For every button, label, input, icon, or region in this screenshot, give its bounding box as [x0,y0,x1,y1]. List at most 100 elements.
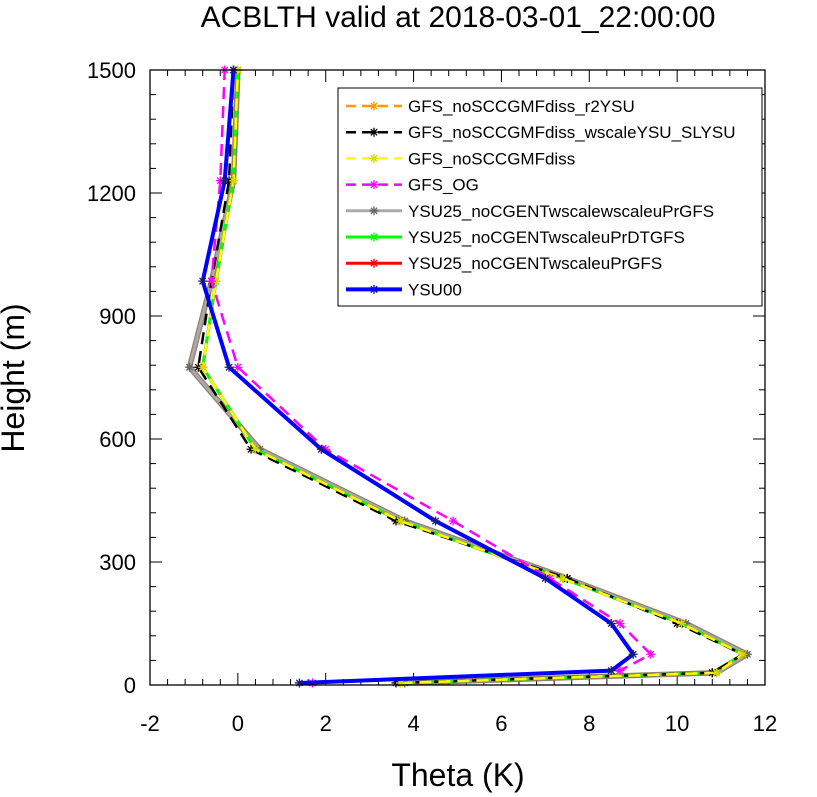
series-point-7-shape [316,444,326,454]
plot-frame [149,69,766,686]
series-point-3-shape [207,276,216,286]
series-point-2 [228,176,238,186]
series-point-7-shape [224,362,234,372]
y-tick-label: 1200 [87,181,136,206]
series-point-3-shape [448,516,458,526]
legend-marker-5 [369,232,379,242]
legend-entry-6: YSU25_noCGENTwscaleuPrGFS [408,254,662,273]
series-point-2-shape [395,516,405,526]
series-point-7 [431,516,441,526]
series-point-7 [540,573,550,583]
series-point-7-shape [606,619,616,628]
series-point-7-shape [431,516,441,526]
legend-marker-2 [369,153,379,163]
series-point-7 [628,649,638,659]
series-point-2-shape [198,362,208,372]
series-point-3 [615,619,625,628]
x-tick-label: 0 [232,711,244,736]
series-point-2-shape [677,619,687,628]
series-point-2-shape [712,668,722,678]
x-tick-label: 2 [320,711,332,736]
series-point-7-shape [220,176,230,186]
series-point-3-shape [646,649,656,659]
x-tick-label: 8 [583,711,595,736]
series-point-4-shape [185,362,195,372]
plot-series [185,65,752,688]
legend-entry-3: GFS_OG [408,176,479,195]
series-point-7 [606,666,616,676]
series-point-3-shape [615,666,625,676]
y-tick-label: 1500 [87,58,136,83]
legend-entry-4: YSU25_noCGENTwscalewscaleuPrGFS [408,202,714,221]
series-point-3 [448,516,458,526]
legend-box [337,87,763,307]
series-point-7-shape [294,678,304,688]
y-tick-label: 600 [99,427,136,452]
legend-marker-1-shape [369,127,379,137]
series-point-7 [606,619,616,628]
series-line-3 [210,69,653,685]
legend-marker-7-shape [369,284,379,294]
legend-marker-7 [369,284,379,294]
series-point-2 [712,668,722,678]
series-point-7-shape [606,666,616,676]
legend-entry-2: GFS_noSCCGMFdiss [408,149,575,168]
series-point-2 [558,573,568,583]
legend-marker-0 [369,101,379,111]
series-point-3-shape [233,362,243,372]
legend-marker-5-shape [369,232,379,242]
series-point-2 [738,649,748,659]
legend-entry-5: YSU25_noCGENTwscaleuPrDTGFS [408,228,685,247]
series-point-2-shape [738,649,748,659]
x-tick-label: 6 [495,711,507,736]
legend-marker-6 [369,258,379,268]
x-axis-label: Theta (K) [391,757,524,793]
series-point-7-shape [198,276,208,286]
y-axis-label: Height (m) [0,303,31,452]
series-point-2-shape [228,176,238,186]
legend-marker-3-shape [369,180,379,190]
legend-entry-1: GFS_noSCCGMFdiss_wscaleYSU_SLYSU [408,123,736,142]
legend-marker-6-shape [369,258,379,268]
series-point-3 [207,276,216,286]
series-point-2 [395,516,405,526]
chart-title: ACBLTH valid at 2018-03-01_22:00:00 [201,1,716,34]
legend-marker-4 [369,206,379,216]
x-tick-label: -2 [140,711,160,736]
legend-entry-0: GFS_noSCCGMFdiss_r2YSU [408,97,635,116]
x-tick-label: 12 [753,711,777,736]
series-point-3 [615,666,625,676]
legend-entry-7: YSU00 [408,280,462,299]
series-point-7 [220,176,230,186]
series-point-7-shape [540,573,550,583]
series-point-2 [250,444,260,454]
series-point-3 [233,362,243,372]
series-point-2 [198,362,208,372]
series-point-7 [294,678,304,688]
legend-marker-4-shape [369,206,379,216]
series-point-2-shape [395,678,405,688]
series-point-3 [646,649,656,659]
legend-marker-2-shape [369,153,379,163]
x-tick-label: 10 [665,711,689,736]
series-point-7 [198,276,208,286]
series-point-7 [224,362,234,372]
legend-marker-0-shape [369,101,379,111]
series-point-7-shape [628,649,638,659]
series-point-2 [677,619,687,628]
y-tick-label: 300 [99,550,136,575]
series-point-7 [316,444,326,454]
y-tick-label: 900 [99,304,136,329]
legend-marker-3 [369,180,379,190]
x-tick-label: 4 [407,711,419,736]
series-point-2-shape [558,573,568,583]
series-point-4 [185,362,195,372]
legend: GFS_noSCCGMFdiss_r2YSU GFS_noSCCGMFdiss_w… [337,87,763,307]
y-tick-label: 0 [124,673,136,698]
legend-marker-1 [369,127,379,137]
series-point-3-shape [615,619,625,628]
series-point-2 [395,678,405,688]
series-point-2-shape [250,444,260,454]
